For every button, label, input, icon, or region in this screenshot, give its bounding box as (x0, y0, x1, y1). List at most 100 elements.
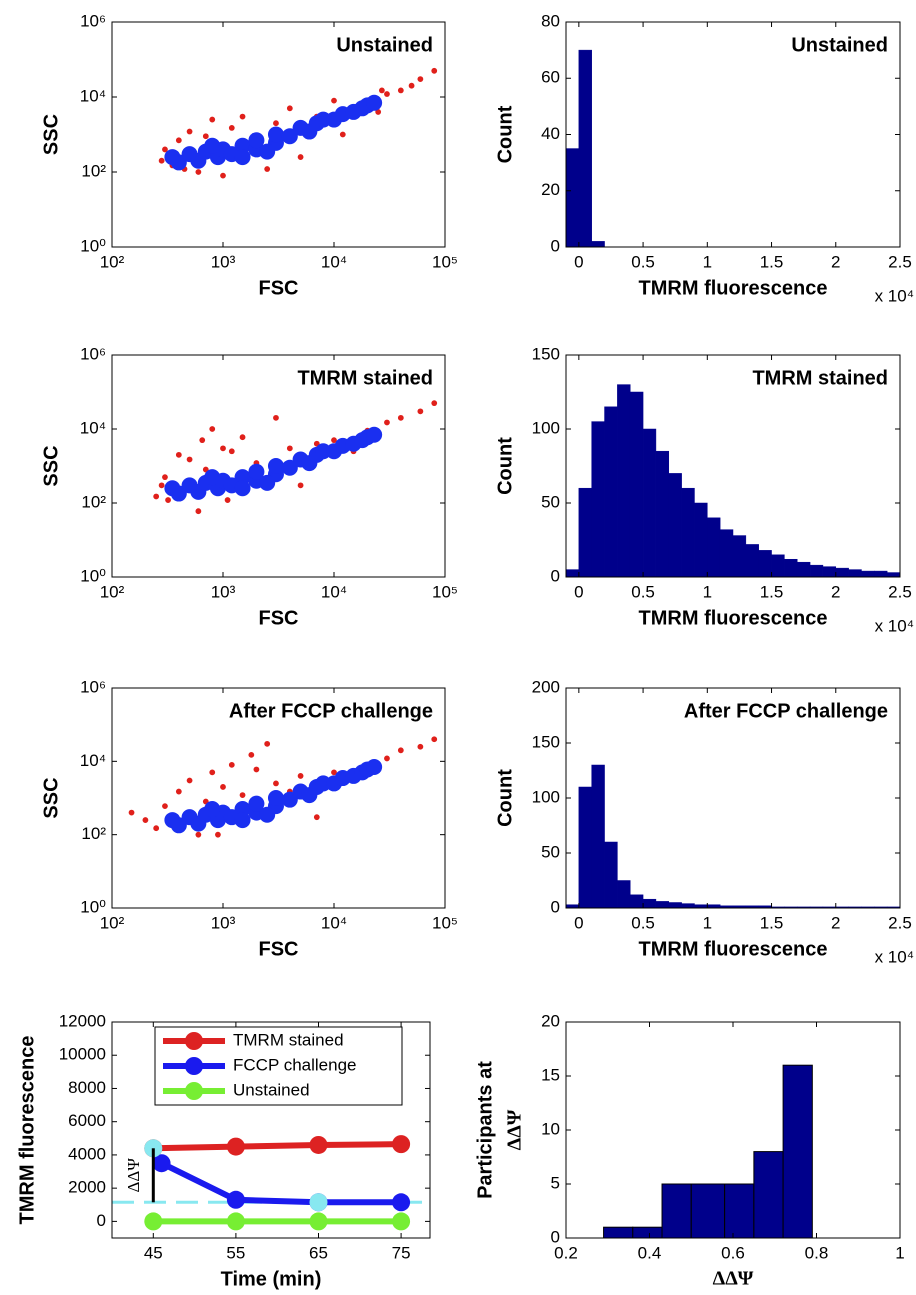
bar (690, 1183, 726, 1239)
bar (771, 554, 785, 578)
x-tick-label: 2 (831, 913, 840, 932)
panel-title: TMRM stained (752, 367, 888, 389)
point (339, 131, 346, 138)
y-axis-label: SSC (40, 777, 62, 818)
point (239, 434, 246, 441)
legend-label: FCCP challenge (233, 1055, 356, 1074)
y-tick-label: 60 (541, 68, 560, 87)
bar (782, 1064, 813, 1239)
panel: ΔΔΨ 45 55 65 75 0 2000 4000 6000 8000 10000 12000 Ti… (16, 1011, 431, 1290)
point (259, 143, 276, 160)
point (392, 1193, 411, 1212)
y-tick-label: 10² (81, 492, 106, 511)
bar (668, 902, 682, 909)
panel-title: After FCCP challenge (684, 700, 888, 722)
point (202, 133, 209, 140)
x-tick-label: 0.5 (631, 582, 655, 601)
x-tick-label: 2.5 (888, 582, 912, 601)
point (162, 803, 168, 810)
y-tick-label: 12000 (59, 1011, 106, 1030)
legend-marker (185, 1082, 203, 1100)
marks (565, 764, 901, 909)
point (228, 448, 235, 455)
point (384, 755, 390, 762)
plot-frame (111, 1021, 431, 1239)
x-tick-label: 10² (100, 252, 125, 271)
bar (578, 49, 592, 248)
point (202, 466, 209, 473)
x-tick-label: 10⁵ (432, 913, 458, 932)
point (215, 831, 221, 838)
x-tick-label: 65 (309, 1243, 328, 1262)
legend-marker (185, 1032, 203, 1050)
y-tick-label: 20 (541, 1011, 560, 1030)
y-tick-label: 10000 (59, 1045, 106, 1064)
panel: 0 0.5 1 1.5 2 2.5 0 50 100 150 TMRM stained TMRM fl… (494, 344, 914, 635)
y-tick-label: 200 (532, 677, 560, 696)
point (186, 456, 193, 463)
x-tick-label: 0.5 (631, 913, 655, 932)
point (397, 414, 404, 421)
point (228, 761, 235, 768)
point (331, 97, 337, 104)
point (264, 166, 271, 172)
x-tick-label: 10⁵ (432, 582, 458, 601)
x-multiplier: x 10⁴ (875, 947, 914, 966)
point (309, 1135, 328, 1154)
bar (604, 406, 618, 578)
bar (753, 1151, 784, 1239)
bar (617, 880, 631, 909)
y-tick-label: 100 (532, 787, 560, 806)
x-tick-label: 10³ (211, 913, 236, 932)
point (297, 482, 304, 489)
y-tick-label: 10⁴ (80, 418, 106, 437)
point (144, 1212, 163, 1231)
point (366, 759, 383, 776)
point (152, 1154, 171, 1173)
bar (603, 1226, 634, 1239)
y-tick-label: 0 (97, 1211, 106, 1230)
legend: TMRM stained FCCP challenge Unstained (154, 1026, 403, 1106)
point (259, 806, 276, 823)
y-tick-label: 80 (541, 11, 560, 30)
bar (617, 384, 631, 578)
y-tick-label: 10⁰ (80, 897, 106, 916)
x-tick-label: 0.6 (721, 1243, 745, 1262)
bar (848, 569, 862, 578)
point (142, 817, 149, 823)
point (170, 154, 187, 171)
y-tick-label: 0 (551, 1227, 560, 1246)
marks (565, 49, 605, 248)
point (313, 814, 320, 821)
point (204, 801, 221, 818)
y-tick-label: 50 (541, 492, 560, 511)
y-tick-label: 10 (541, 1119, 560, 1138)
point (259, 474, 276, 491)
x-axis-label: TMRM fluorescence (639, 607, 828, 629)
point (281, 128, 298, 145)
point (431, 67, 438, 74)
legend-label: TMRM stained (233, 1030, 344, 1049)
y-axis-label: SSC (40, 445, 62, 486)
point (186, 777, 193, 784)
x-tick-label: 1 (703, 913, 712, 932)
point (431, 736, 438, 743)
bar (629, 894, 644, 909)
y-tick-label: 2000 (68, 1178, 106, 1197)
bar (661, 1183, 692, 1239)
bar (604, 841, 618, 909)
point (392, 1135, 411, 1154)
x-tick-label: 2 (831, 252, 840, 271)
y-tick-label: 100 (532, 418, 560, 437)
x-tick-label: 2 (831, 582, 840, 601)
x-axis-label: FSC (259, 938, 299, 960)
x-tick-label: 0 (574, 252, 583, 271)
point (234, 801, 251, 818)
point (204, 469, 221, 486)
x-axis-label: FSC (259, 277, 299, 299)
x-tick-label: 45 (144, 1243, 163, 1262)
bar (796, 561, 811, 578)
panel-title: Unstained (791, 34, 888, 56)
point (309, 1212, 328, 1231)
